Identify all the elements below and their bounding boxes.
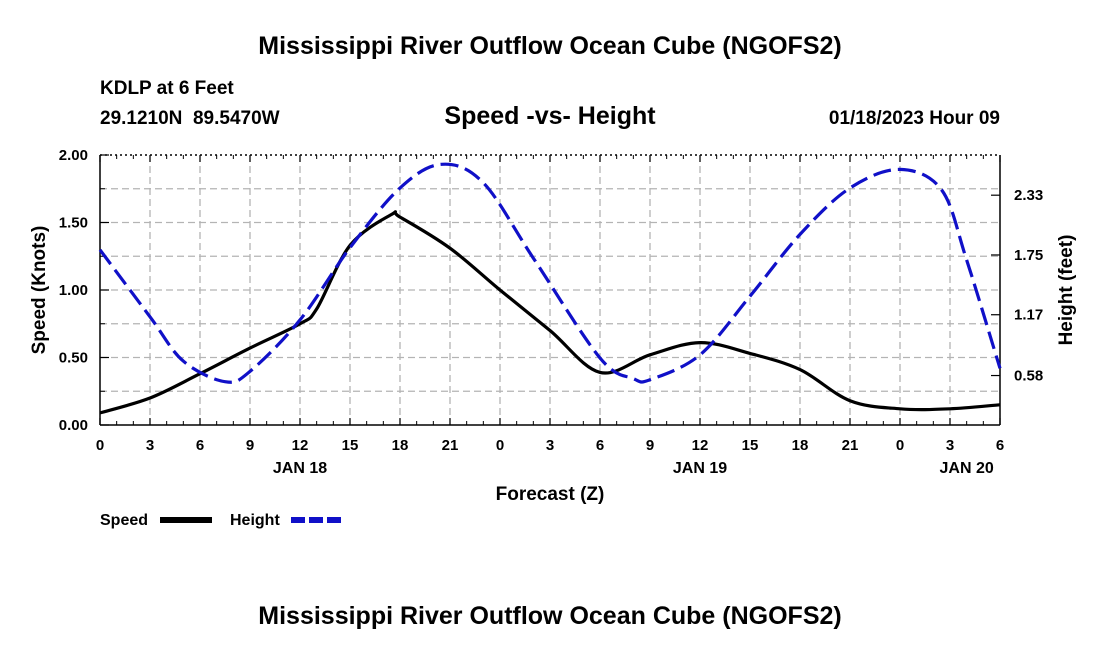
legend-height-label: Height [230, 512, 280, 529]
x-tick-label: 9 [246, 437, 254, 454]
y-axis-right-label: Height (feet) [1056, 235, 1077, 346]
y-left-tick-label: 0.50 [59, 350, 88, 367]
legend-speed-label: Speed [100, 512, 148, 529]
date-label: JAN 20 [940, 460, 994, 477]
chart-title: Mississippi River Outflow Ocean Cube (NG… [258, 32, 841, 60]
y-right-tick-label: 2.33 [1014, 187, 1043, 204]
x-tick-label: 9 [646, 437, 654, 454]
chart-subtitle: Speed -vs- Height [444, 102, 656, 130]
y-axis-left-label: Speed (Knots) [29, 226, 50, 355]
y-left-tick-label: 2.00 [59, 147, 88, 164]
x-tick-label: 21 [842, 437, 859, 454]
x-tick-label: 21 [442, 437, 459, 454]
series-line-speed [99, 210, 1001, 415]
x-tick-label: 3 [946, 437, 954, 454]
x-tick-label: 12 [692, 437, 709, 454]
y-left-tick-label: 1.00 [59, 282, 88, 299]
series-line-height [98, 162, 1002, 384]
x-tick-label: 12 [292, 437, 309, 454]
x-tick-label: 18 [392, 437, 409, 454]
legend: Speed Height [100, 512, 343, 529]
axes: 0 3 6 9 12 15 18 21 0 3 6 9 12 15 18 21 0 3 6 0.00 0.50 1.00 1… [59, 147, 1043, 477]
x-tick-label: 15 [742, 437, 759, 454]
x-tick-label: 15 [342, 437, 359, 454]
grid [100, 155, 1000, 425]
x-tick-label: 0 [896, 437, 904, 454]
y-left-tick-label: 0.00 [59, 417, 88, 434]
y-left-tick-label: 1.50 [59, 215, 88, 232]
footer-title: Mississippi River Outflow Ocean Cube (NG… [258, 602, 841, 630]
y-right-tick-label: 0.58 [1014, 368, 1043, 385]
x-axis-label: Forecast (Z) [496, 484, 605, 505]
x-tick-label: 6 [196, 437, 204, 454]
series-group [98, 162, 1002, 415]
y-right-tick-label: 1.75 [1014, 247, 1043, 264]
datetime-label: 01/18/2023 Hour 09 [829, 108, 1000, 129]
x-tick-label: 0 [496, 437, 504, 454]
coords-label: 29.1210N 89.5470W [100, 108, 280, 129]
date-label: JAN 18 [273, 460, 327, 477]
x-tick-label: 0 [96, 437, 104, 454]
x-tick-label: 3 [146, 437, 154, 454]
station-label: KDLP at 6 Feet [100, 78, 234, 99]
x-tick-label: 18 [792, 437, 809, 454]
date-label: JAN 19 [673, 460, 727, 477]
x-tick-label: 6 [996, 437, 1004, 454]
x-tick-label: 3 [546, 437, 554, 454]
x-tick-label: 6 [596, 437, 604, 454]
y-right-tick-label: 1.17 [1014, 307, 1043, 324]
